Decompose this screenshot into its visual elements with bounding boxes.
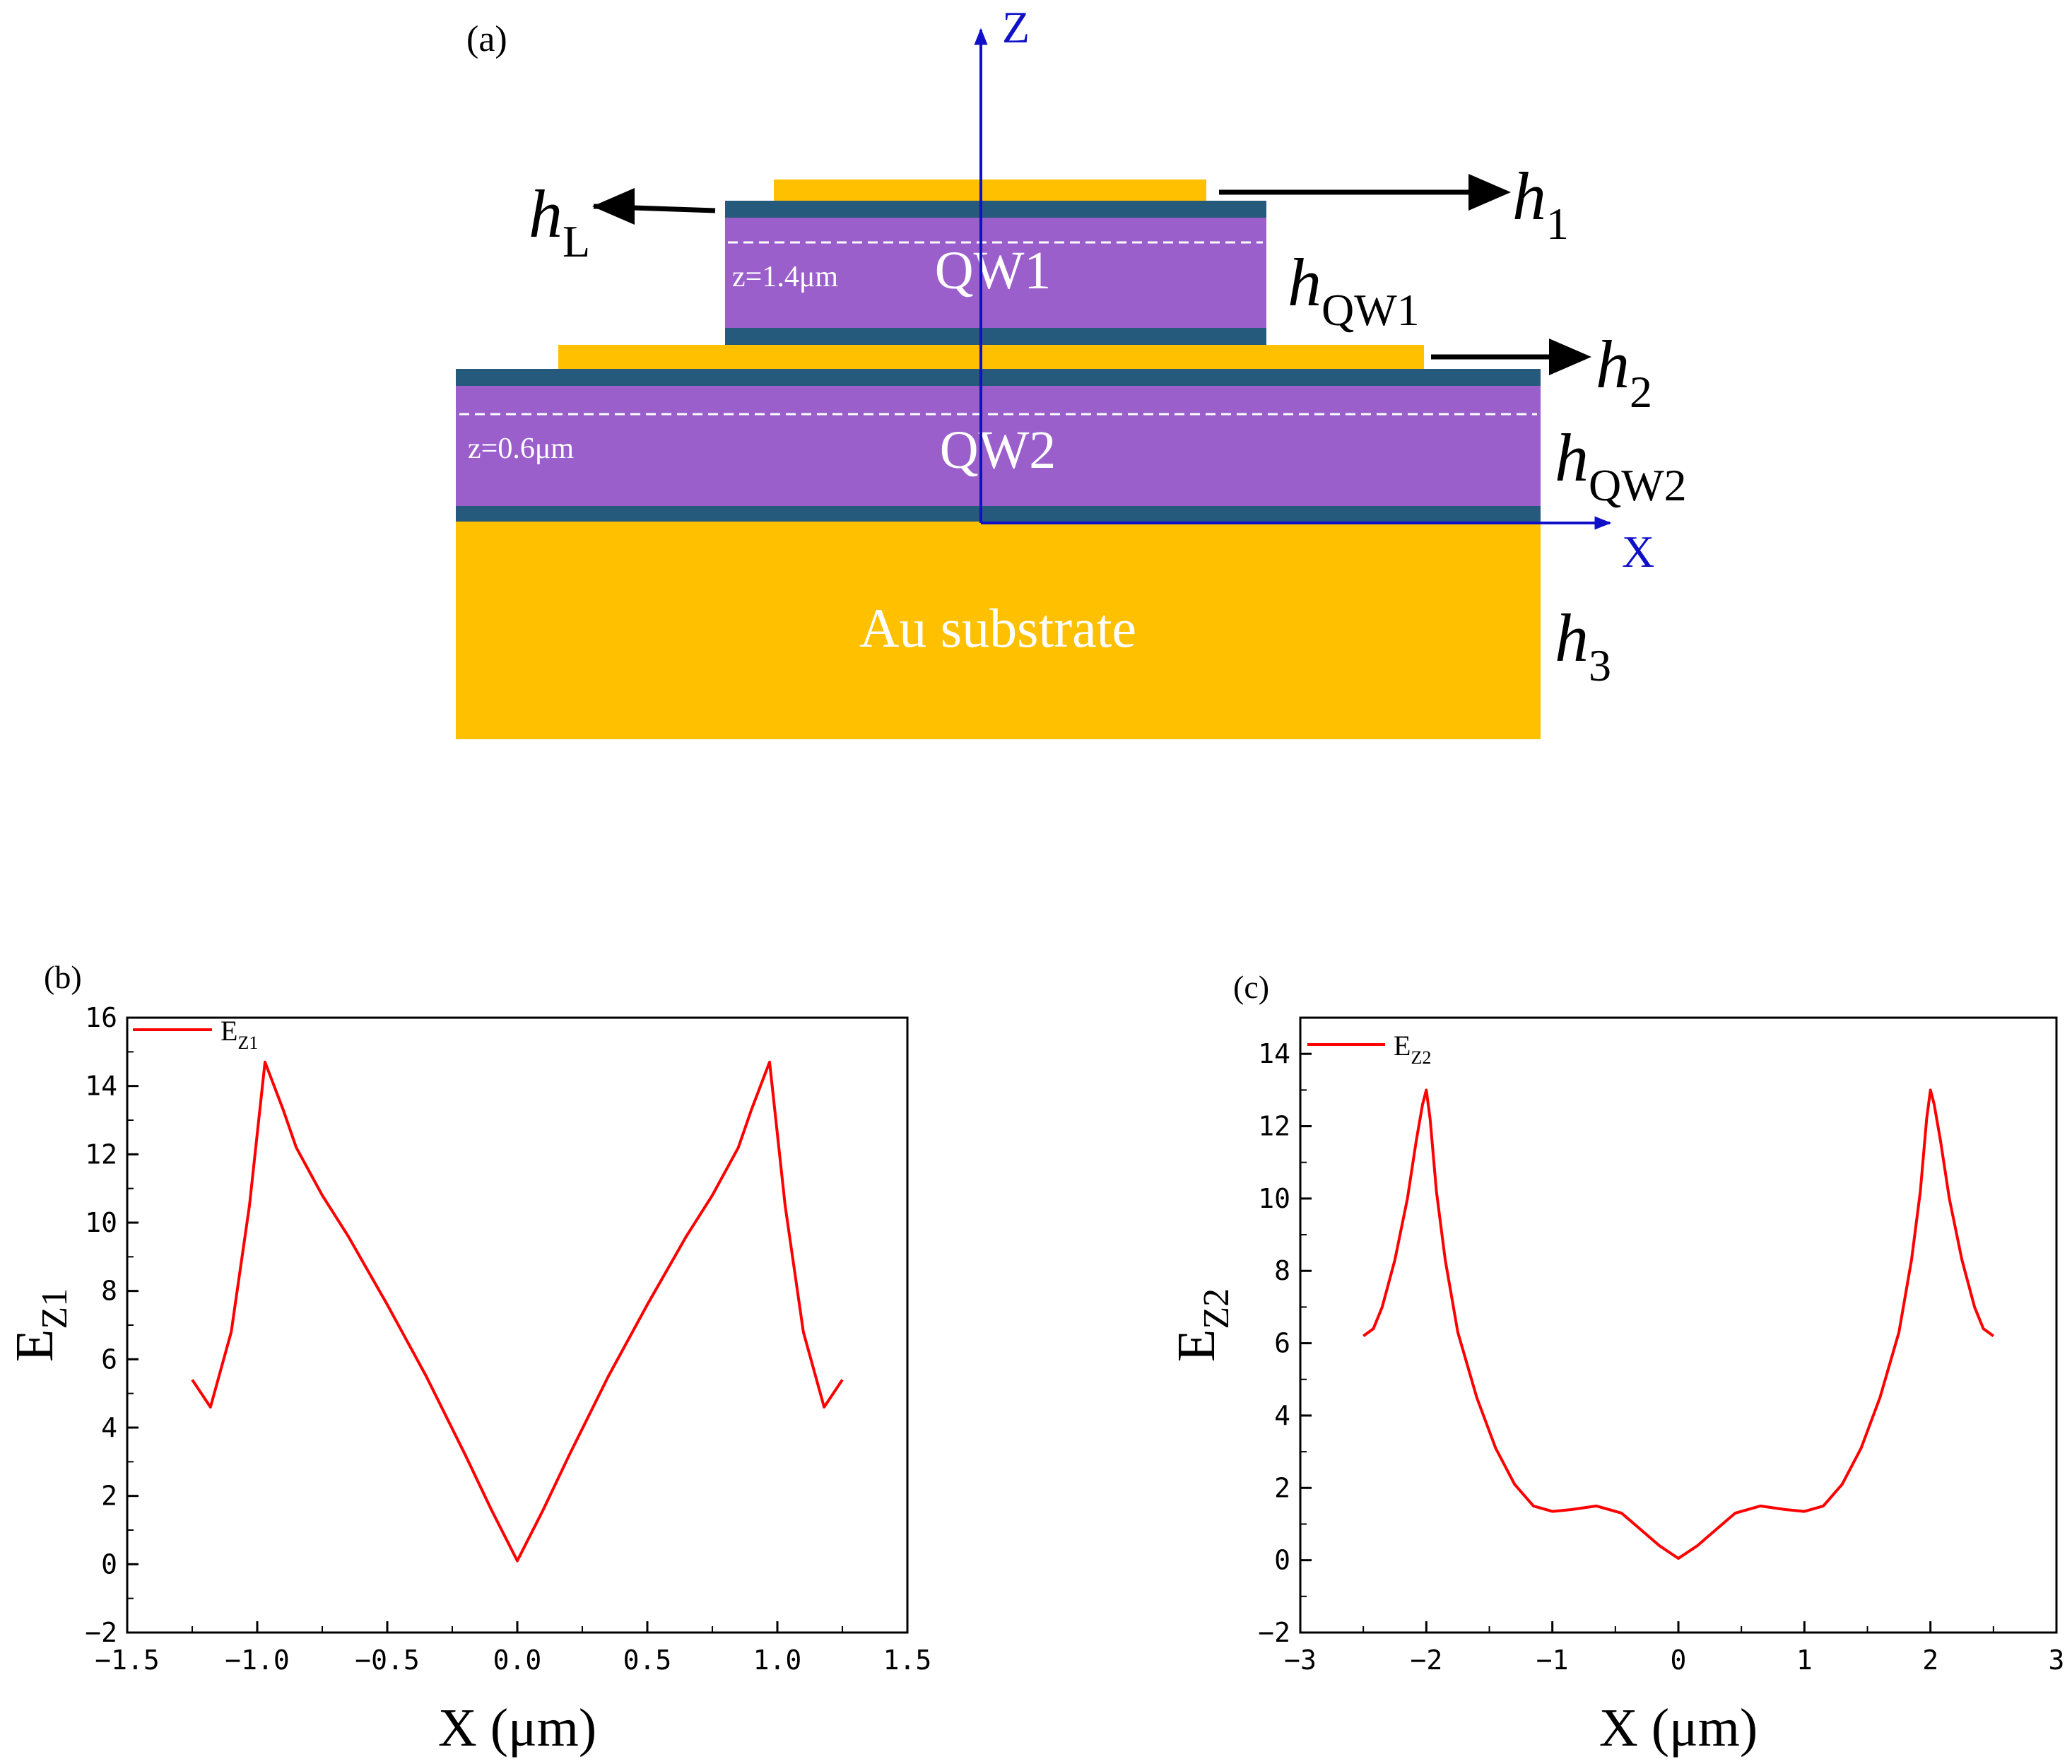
panel-b-x-tick-label: 0.5 bbox=[623, 1645, 672, 1676]
panel-b-chart: (b) −1.5 −1.0 −0.5 0.0 0.5 1.0 1.5 −2 0 2 4 6 8 10 12 1… bbox=[5, 959, 931, 1758]
panel-b-y-tick-label: 12 bbox=[85, 1139, 117, 1170]
panel-b-x-tick-label: 1.0 bbox=[753, 1645, 802, 1676]
panel-b-y-tick-label: 6 bbox=[101, 1343, 117, 1375]
panel-b-y-tick-label: 16 bbox=[85, 1002, 117, 1033]
panel-b-tick-labels: −1.5 −1.0 −0.5 0.0 0.5 1.0 1.5 −2 0 2 4 6 8 10 12 14 16 bbox=[85, 1002, 931, 1676]
panel-c-ticks bbox=[1299, 1052, 2058, 1634]
panel-c-y-tick-label: 4 bbox=[1274, 1400, 1290, 1431]
panel-c-x-tick-label: 3 bbox=[2049, 1645, 2065, 1676]
panel-c-y-tick-label: 0 bbox=[1274, 1545, 1290, 1576]
qw1-top-barrier bbox=[725, 201, 1266, 218]
panel-c-legend-label: EZ2 bbox=[1394, 1030, 1431, 1068]
panel-b-label: (b) bbox=[44, 959, 82, 995]
panel-c-y-tick-label: 12 bbox=[1258, 1111, 1290, 1142]
panel-b-x-tick-label: −1.5 bbox=[95, 1645, 160, 1676]
arrow-h-1-head bbox=[1468, 174, 1511, 211]
panel-b-y-tick-label: 0 bbox=[101, 1548, 117, 1580]
panel-b-x-tick-label: 0.0 bbox=[493, 1645, 542, 1676]
panel-c-y-tick-label: 8 bbox=[1274, 1255, 1290, 1286]
z-axis-label: Z bbox=[1002, 2, 1030, 52]
qw1-well-layer bbox=[725, 218, 1266, 328]
au-substrate-layer bbox=[456, 522, 1541, 739]
panel-b-y-tick-label: 2 bbox=[101, 1481, 117, 1512]
panel-c-series-line bbox=[1362, 1088, 1994, 1560]
panel-b-y-tick-label: 10 bbox=[85, 1207, 117, 1238]
panel-c-x-tick-label: 2 bbox=[1922, 1645, 1938, 1676]
panel-b-plot-frame bbox=[126, 1016, 909, 1634]
qw2-bottom-barrier bbox=[456, 506, 1541, 522]
panel-c-x-tick-label: −2 bbox=[1410, 1645, 1442, 1676]
height-label-h-qw1: hQW1 bbox=[1288, 245, 1420, 335]
panel-b-x-tick-label: −0.5 bbox=[355, 1645, 420, 1676]
height-label-h-1: h1 bbox=[1512, 158, 1569, 249]
panel-b-legend-label: EZ1 bbox=[220, 1015, 258, 1053]
panel-b-x-tick-label: 1.5 bbox=[883, 1645, 932, 1676]
height-label-h-l: hL bbox=[529, 176, 590, 266]
gold-top-layer bbox=[774, 180, 1206, 201]
qw1-label: QW1 bbox=[935, 241, 1052, 300]
panel-c-y-tick-label: 10 bbox=[1258, 1183, 1290, 1214]
panel-c-x-axis-title: X (μm) bbox=[1599, 1698, 1758, 1758]
panel-c-label: (c) bbox=[1233, 969, 1269, 1005]
qw2-label: QW2 bbox=[940, 421, 1056, 480]
panel-b-y-tick-label: 8 bbox=[101, 1276, 117, 1307]
qw1-bottom-barrier bbox=[725, 328, 1266, 345]
panel-c-plot-frame bbox=[1299, 1016, 2058, 1634]
panel-b-legend: EZ1 bbox=[133, 1015, 258, 1053]
panel-b-x-tick-label: −1.0 bbox=[225, 1645, 290, 1676]
panel-b-y-tick-label: 4 bbox=[101, 1412, 117, 1443]
panel-c-y-tick-label: 2 bbox=[1274, 1472, 1290, 1503]
gold-middle-layer bbox=[558, 345, 1424, 369]
panel-b-ticks bbox=[126, 1016, 909, 1634]
height-label-h-2: h2 bbox=[1596, 327, 1652, 417]
panel-a-label: (a) bbox=[466, 19, 507, 59]
panel-c-x-tick-label: −1 bbox=[1536, 1645, 1569, 1676]
qw2-z-label: z=0.6μm bbox=[468, 433, 574, 465]
qw2-well-layer bbox=[456, 386, 1541, 506]
panel-c-x-tick-label: 1 bbox=[1796, 1645, 1813, 1676]
arrow-h-l-head bbox=[592, 188, 635, 225]
qw1-z-label: z=1.4μm bbox=[732, 261, 838, 293]
panel-b-y-tick-label: 14 bbox=[85, 1071, 117, 1102]
panel-a-schematic: (a) Au substrate z=0.6μm QW2 z=1.4μm QW1… bbox=[456, 2, 1687, 739]
substrate-label: Au substrate bbox=[859, 597, 1136, 659]
panel-b-series-line bbox=[191, 1060, 844, 1563]
panel-c-legend: EZ2 bbox=[1307, 1030, 1431, 1068]
panel-b-y-axis-title: EZ1 bbox=[5, 1288, 75, 1362]
qw2-top-barrier bbox=[456, 369, 1541, 386]
panel-c-x-tick-label: 0 bbox=[1671, 1645, 1687, 1676]
panel-c-y-axis-title: EZ2 bbox=[1167, 1288, 1237, 1362]
height-label-h-3: h3 bbox=[1555, 600, 1611, 690]
panel-b-x-axis-title: X (μm) bbox=[438, 1698, 596, 1758]
panel-b-y-tick-label: −2 bbox=[85, 1617, 117, 1648]
panel-c-y-tick-label: 6 bbox=[1274, 1328, 1290, 1359]
height-label-h-qw2: hQW2 bbox=[1555, 420, 1687, 510]
x-axis-label: X bbox=[1622, 527, 1654, 577]
panel-c-y-tick-label: 14 bbox=[1258, 1038, 1290, 1069]
panel-c-y-tick-label: −2 bbox=[1258, 1617, 1290, 1648]
panel-c-x-tick-label: −3 bbox=[1284, 1645, 1317, 1676]
arrow-h-2-head bbox=[1549, 339, 1591, 375]
